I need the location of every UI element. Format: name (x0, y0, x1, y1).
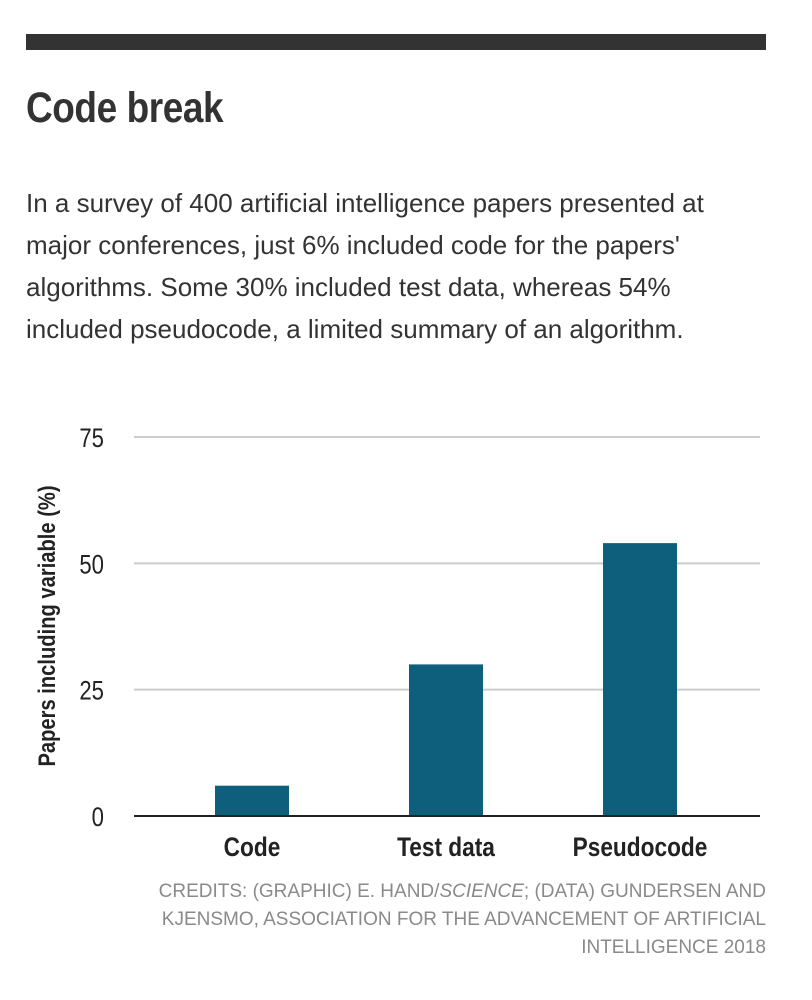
bar-chart: 0 25 50 75 Code Test data Pseudocode Papers inc… (0, 420, 812, 880)
x-tick-label: Test data (397, 832, 496, 862)
credits-prefix: CREDITS: (GRAPHIC) E. HAND/ (158, 881, 440, 902)
y-tick-label: 50 (79, 550, 104, 580)
chart-svg: 0 25 50 75 Code Test data Pseudocode Papers inc… (33, 424, 760, 862)
bar-test-data (409, 664, 483, 816)
top-rule (26, 34, 766, 50)
bar-pseudocode (603, 543, 677, 816)
x-tick-label: Pseudocode (573, 832, 708, 862)
y-tick-label: 75 (79, 424, 104, 454)
y-tick-label: 25 (79, 677, 104, 707)
description: In a survey of 400 artificial intelligen… (26, 188, 704, 344)
credits: CREDITS: (GRAPHIC) E. HAND/SCIENCE; (DAT… (66, 878, 766, 962)
x-tick-label: Code (224, 832, 281, 862)
bar-code (215, 785, 289, 816)
credits-suffix: ; (DATA) GUNDERSEN AND KJENSMO, ASSOCIAT… (161, 881, 766, 958)
y-tick-label: 0 (92, 803, 104, 833)
headline: Code break (26, 84, 224, 132)
y-axis-title: Papers including variable (%) (33, 485, 60, 766)
credits-italic: SCIENCE (439, 881, 524, 902)
